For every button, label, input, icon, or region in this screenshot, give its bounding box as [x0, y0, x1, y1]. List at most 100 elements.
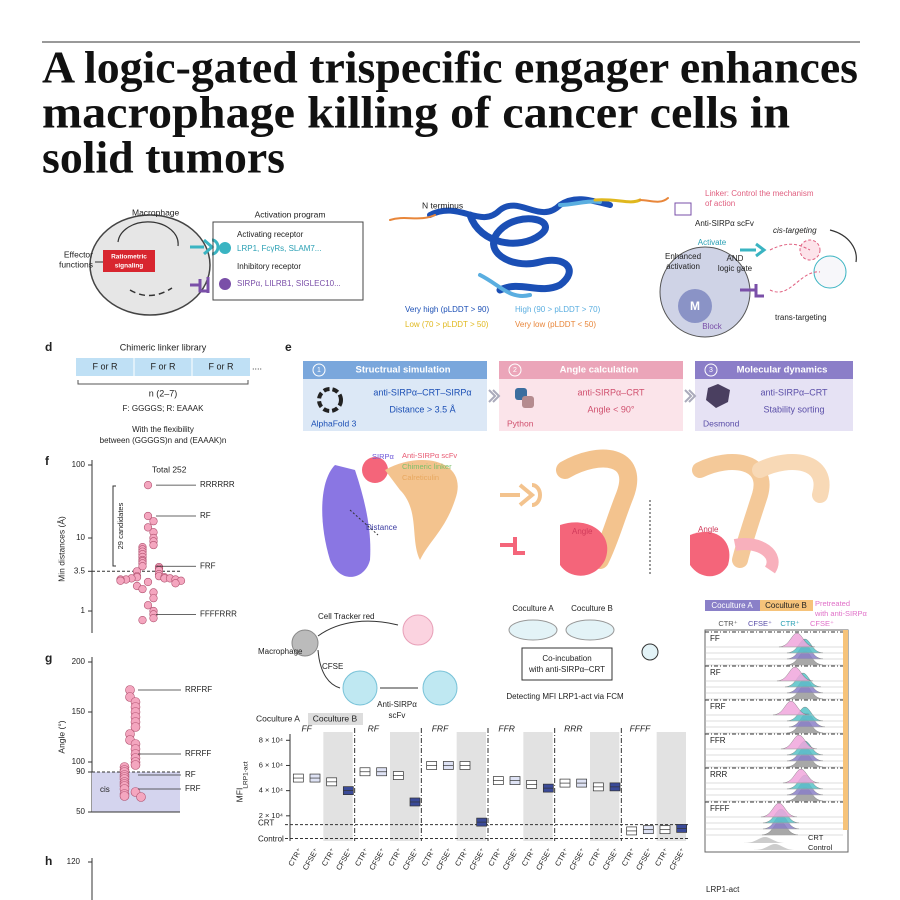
label: Molecular dynamics — [737, 365, 828, 376]
legend-entry: Low (70 > pLDDT > 50) — [405, 320, 489, 329]
label: Distance > 3.5 Å — [389, 404, 455, 414]
label: LRP1, FcγRs, SLAM7... — [237, 244, 321, 253]
point — [136, 792, 146, 802]
row-label: FFFF — [710, 804, 730, 813]
point — [149, 517, 158, 526]
protein-structure — [389, 196, 669, 298]
chevron — [684, 389, 697, 403]
label: Angle — [572, 527, 593, 536]
label: 1 — [317, 367, 321, 374]
linker-path — [769, 243, 821, 293]
label: Macrophage — [258, 647, 303, 656]
label: 2 — [513, 367, 517, 374]
x-tick-label: CFSE⁺ — [367, 846, 387, 871]
inhibitory-receptor — [740, 284, 764, 298]
ctr-cell — [402, 614, 434, 646]
label: Chimeric linker library — [120, 342, 207, 352]
point — [130, 722, 141, 732]
inhibitory-receptor — [190, 277, 210, 293]
structures — [322, 449, 830, 577]
x-tick-label: CFSE⁺ — [467, 846, 487, 871]
label: Angle — [698, 525, 719, 534]
histogram — [776, 666, 814, 682]
label: Co-incubation — [542, 654, 591, 663]
group-label: RRR — [564, 723, 582, 733]
point — [138, 616, 147, 625]
label: CTR⁺ — [718, 619, 737, 628]
histogram — [782, 768, 820, 784]
signaling-box — [103, 250, 155, 272]
label: Desmond — [703, 418, 740, 428]
label: Activating receptor — [237, 230, 304, 239]
label: LRP1-act — [706, 885, 740, 894]
annotation: RRFRF — [185, 685, 212, 694]
python-icon — [522, 396, 534, 408]
label: cis — [100, 785, 110, 794]
y-tick-label: 100 — [72, 460, 86, 469]
y-tick-label: 150 — [72, 707, 86, 716]
group-label: FRF — [432, 723, 449, 733]
point — [130, 760, 141, 770]
arrow — [129, 287, 173, 297]
point — [143, 523, 153, 532]
linker-bar — [76, 358, 250, 376]
point — [116, 576, 125, 585]
label: CTR⁺ — [780, 619, 799, 628]
label: scFv — [389, 711, 406, 720]
annotation: FRF — [185, 784, 201, 793]
label: Block — [702, 322, 723, 331]
cfse-cell — [422, 670, 458, 706]
legend-box — [760, 600, 813, 611]
step-header — [303, 361, 487, 379]
annotation: RF — [185, 770, 196, 779]
y-tick-label: 90 — [76, 767, 85, 776]
row-label: RRR — [710, 770, 728, 779]
label: CFSE — [322, 662, 343, 671]
label: of action — [705, 199, 735, 208]
activating-receptor — [740, 242, 767, 258]
activating-receptor — [190, 238, 220, 256]
label: Pretreated — [815, 599, 850, 608]
label: Control — [808, 843, 833, 852]
label: 29 candidates — [116, 502, 125, 549]
annotation: FFFFRRR — [200, 609, 237, 618]
y-tick-label: 2 × 10⁴ — [259, 811, 283, 820]
label: trans-targeting — [775, 313, 827, 322]
ref-label: CRT — [258, 819, 274, 828]
x-tick-label: CFSE⁺ — [601, 846, 621, 871]
label: n (2–7) — [149, 388, 178, 398]
y-tick-label: 200 — [72, 657, 86, 666]
point — [138, 584, 147, 594]
program-box — [212, 221, 364, 301]
label: M — [690, 299, 700, 313]
step-header — [499, 361, 683, 379]
title-line: A logic-gated trispecific engager enhanc… — [42, 42, 858, 93]
label: between (GGGGS)n and (EAAAK)n — [100, 436, 227, 445]
label: F or R — [208, 361, 234, 371]
label: Macrophage — [132, 207, 180, 217]
legend-entry: High (90 > pLDDT > 70) — [515, 305, 601, 314]
label: cis-targeting — [773, 226, 817, 235]
y-tick-label: 6 × 10⁴ — [259, 760, 283, 769]
label: Activation program — [255, 209, 326, 219]
label: N terminus — [422, 200, 463, 210]
label: anti-SIRPα–CRT — [577, 387, 645, 397]
label: signaling — [115, 263, 144, 270]
label: Detecting MFI LRP1-act via FCM — [506, 692, 624, 701]
label: Anti-SIRPα — [377, 700, 417, 709]
dish — [565, 619, 615, 641]
histogram — [778, 632, 816, 648]
label: With the flexibility — [132, 425, 194, 434]
y-tick-label: 3.5 — [74, 566, 86, 575]
row-label: FFR — [710, 736, 726, 745]
bracket — [112, 485, 116, 567]
histogram — [772, 700, 810, 716]
row-label: FRF — [710, 702, 726, 711]
point — [149, 540, 158, 550]
x-tick-label: CFSE⁺ — [501, 846, 521, 871]
antibody-icon — [641, 643, 659, 661]
label: d — [45, 340, 52, 354]
label: Calreticulin — [402, 473, 439, 482]
step-number-bg — [312, 363, 326, 377]
label: h — [45, 854, 52, 868]
